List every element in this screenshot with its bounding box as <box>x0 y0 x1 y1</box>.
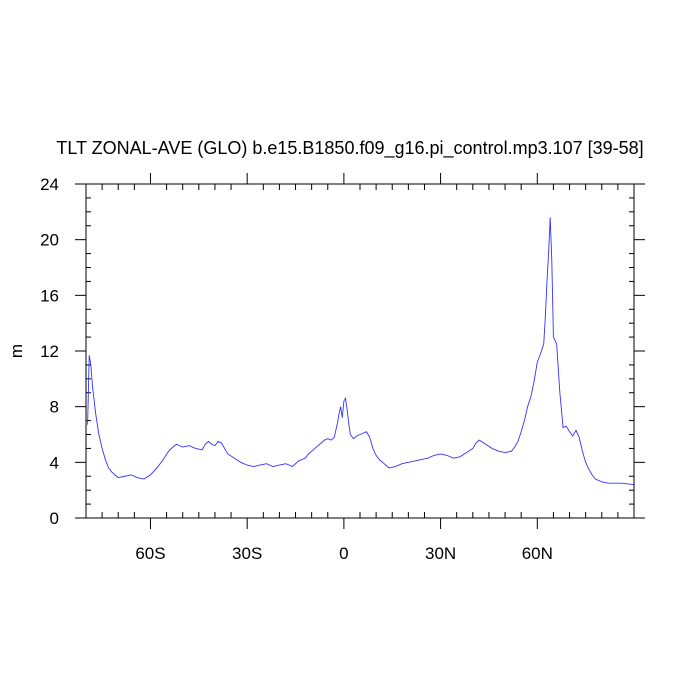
x-tick-label: 30S <box>232 544 262 563</box>
y-tick-label: 12 <box>40 342 59 361</box>
tick-labels: 60S 30S 0 30N 60N 0 4 8 12 16 20 24 <box>40 175 553 563</box>
x-tick-label: 60N <box>522 544 553 563</box>
minor-ticks <box>85 184 635 518</box>
x-tick-label: 0 <box>339 544 348 563</box>
y-tick-label: 8 <box>50 398 59 417</box>
x-tick-label: 60S <box>135 544 165 563</box>
x-tick-label: 30N <box>425 544 456 563</box>
y-tick-label: 16 <box>40 286 59 305</box>
y-axis-label: m <box>7 344 26 358</box>
y-tick-label: 24 <box>40 175 59 194</box>
major-ticks <box>75 173 645 529</box>
chart-title: TLT ZONAL-AVE (GLO) b.e15.B1850.f09_g16.… <box>56 138 643 159</box>
series-line <box>87 217 635 486</box>
y-tick-label: 4 <box>50 453 59 472</box>
y-tick-label: 20 <box>40 231 59 250</box>
y-tick-label: 0 <box>50 509 59 528</box>
plot-frame <box>85 183 635 519</box>
